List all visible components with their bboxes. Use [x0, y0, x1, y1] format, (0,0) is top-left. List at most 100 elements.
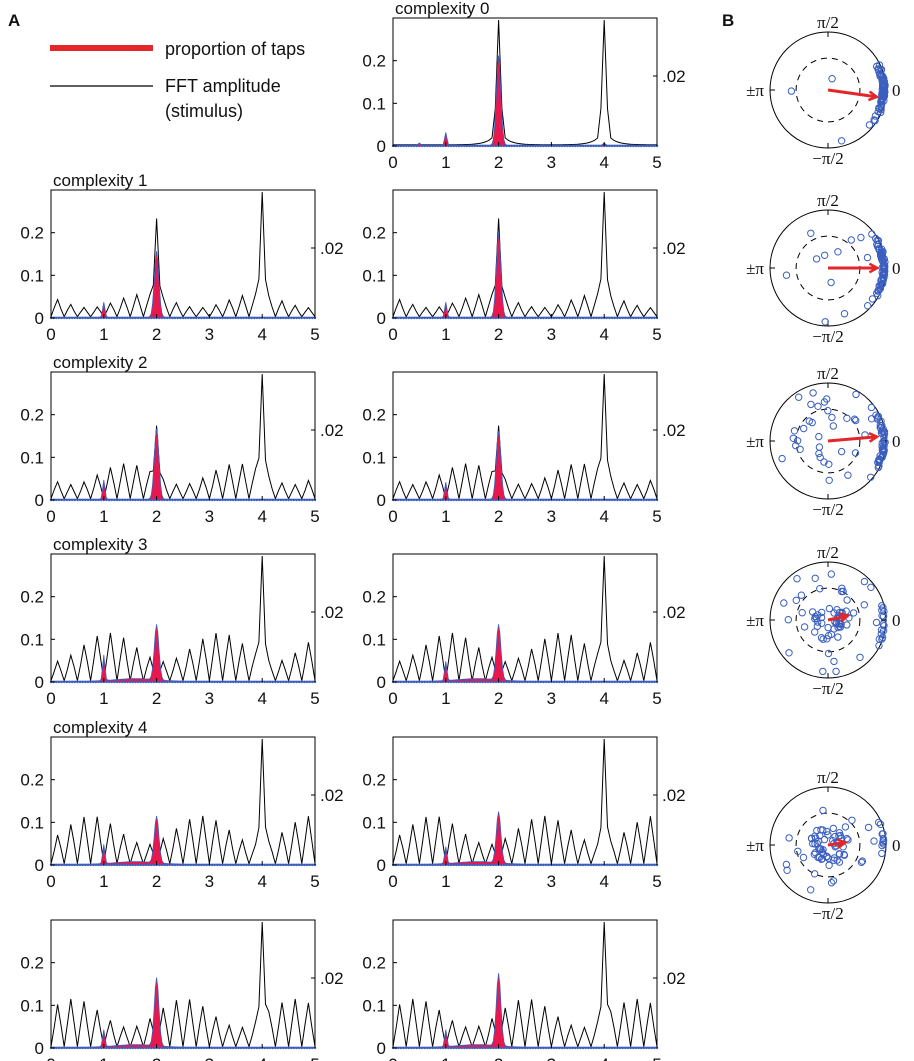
baseline-marker	[426, 680, 429, 684]
phase-point	[849, 609, 858, 617]
baseline-marker	[144, 680, 148, 684]
baseline-marker	[65, 680, 69, 684]
phase-point	[843, 834, 851, 843]
baseline-marker	[287, 680, 290, 684]
baseline-marker	[431, 144, 434, 148]
phase-point	[873, 62, 881, 71]
baseline-marker	[513, 1046, 516, 1050]
baseline-marker	[415, 863, 418, 867]
spectrum-panel: 00.10.2.02012345frequency (Hz)	[362, 919, 686, 1061]
baseline-marker	[576, 863, 579, 867]
x-tick-label: 1	[441, 153, 450, 172]
baseline-marker	[526, 680, 529, 684]
phase-point	[860, 601, 868, 609]
y-tick-label: 0	[377, 673, 386, 692]
baseline-marker	[600, 144, 603, 148]
baseline-marker	[239, 498, 243, 502]
y-tick-label: 0.2	[20, 588, 44, 607]
baseline-marker	[639, 144, 643, 148]
baseline-marker	[76, 863, 79, 867]
baseline-marker	[460, 316, 463, 320]
baseline-marker	[502, 498, 506, 502]
baseline-marker	[568, 1046, 572, 1050]
baseline-marker	[542, 144, 545, 148]
baseline-marker	[94, 680, 98, 684]
baseline-marker	[245, 316, 248, 320]
polar-plot: π/2 −π/2 ±π 0	[746, 543, 900, 698]
baseline-marker	[308, 316, 311, 320]
baseline-marker	[647, 316, 651, 320]
baseline-marker	[226, 863, 230, 867]
baseline-marker	[57, 680, 61, 684]
baseline-marker	[221, 316, 224, 320]
baseline-marker	[478, 498, 482, 502]
baseline-marker	[592, 680, 595, 684]
baseline-marker	[165, 1046, 169, 1050]
phase-point	[877, 275, 886, 283]
baseline-marker	[84, 498, 87, 502]
baseline-marker	[642, 1046, 645, 1050]
baseline-marker	[473, 498, 477, 502]
baseline-marker	[266, 680, 269, 684]
baseline-marker	[552, 863, 556, 867]
baseline-marker	[471, 863, 474, 867]
baseline-marker	[297, 1046, 301, 1050]
baseline-marker	[605, 1046, 609, 1050]
baseline-marker	[563, 680, 566, 684]
baseline-marker	[468, 680, 471, 684]
phase-point	[878, 612, 886, 620]
y-tick-label: 0	[35, 673, 44, 692]
baseline-marker	[131, 316, 135, 320]
baseline-marker	[460, 680, 463, 684]
phase-point	[830, 657, 838, 666]
baseline-marker	[426, 144, 429, 148]
polar-label-bottom: −π/2	[812, 904, 843, 923]
fft-amplitude-line	[392, 738, 658, 866]
baseline-marker	[505, 498, 508, 502]
baseline-marker	[589, 863, 593, 867]
baseline-marker	[439, 863, 442, 867]
baseline-marker	[245, 498, 248, 502]
baseline-marker	[147, 1046, 150, 1050]
baseline-marker	[465, 144, 469, 148]
baseline-marker	[465, 1046, 469, 1050]
baseline-marker	[455, 863, 458, 867]
baseline-marker	[60, 316, 63, 320]
baseline-marker	[292, 498, 296, 502]
baseline-marker	[70, 863, 74, 867]
baseline-marker	[650, 863, 653, 867]
baseline-marker	[647, 1046, 651, 1050]
phase-point	[827, 879, 836, 887]
phase-point	[864, 823, 873, 832]
baseline-marker	[57, 1046, 61, 1050]
phase-point	[811, 832, 819, 840]
baseline-marker	[436, 316, 440, 320]
baseline-marker	[55, 498, 58, 502]
baseline-marker	[653, 144, 656, 148]
baseline-marker	[221, 680, 224, 684]
baseline-marker	[308, 498, 311, 502]
baseline-marker	[447, 1046, 450, 1050]
phase-point	[820, 458, 828, 466]
phase-point	[877, 249, 885, 257]
baseline-marker	[613, 863, 616, 867]
x-tick-label: 1	[99, 689, 108, 708]
baseline-marker	[624, 144, 627, 148]
baseline-marker	[502, 680, 506, 684]
phase-point	[800, 424, 808, 433]
baseline-marker	[81, 498, 84, 502]
baseline-marker	[531, 1046, 535, 1050]
baseline-marker	[573, 144, 577, 148]
phase-point	[782, 271, 791, 279]
phase-point	[873, 415, 882, 423]
phase-point	[784, 616, 792, 624]
baseline-marker	[247, 1046, 251, 1050]
baseline-marker	[534, 144, 537, 148]
baseline-marker	[402, 863, 405, 867]
baseline-marker	[410, 680, 413, 684]
baseline-marker	[539, 144, 543, 148]
baseline-marker	[234, 1046, 237, 1050]
baseline-marker	[311, 1046, 314, 1050]
baseline-marker	[412, 144, 416, 148]
baseline-marker	[597, 1046, 601, 1050]
